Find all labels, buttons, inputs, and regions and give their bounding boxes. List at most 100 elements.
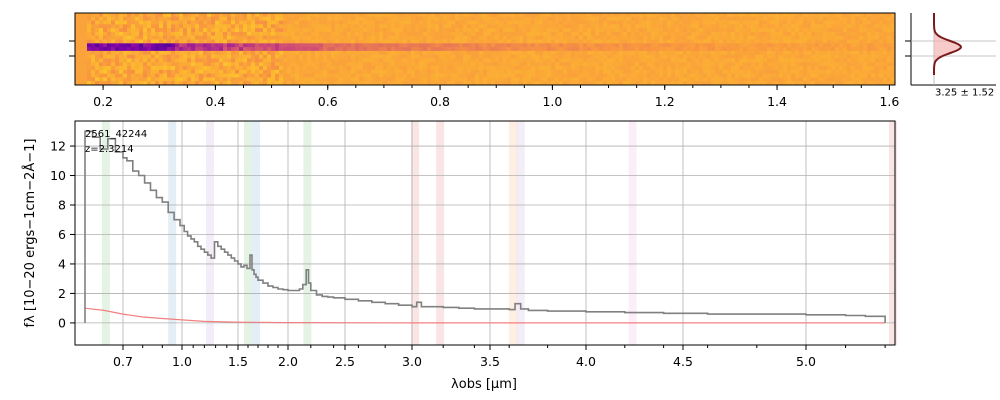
heatmap-cell	[499, 24, 504, 29]
heatmap-cell	[579, 39, 584, 44]
heatmap-cell	[711, 47, 716, 52]
heatmap-cell	[535, 43, 540, 48]
heatmap-cell	[475, 24, 480, 29]
heatmap-cell	[651, 39, 656, 44]
heatmap-cell	[331, 24, 336, 29]
heatmap-cell	[451, 16, 456, 21]
heatmap-cell	[495, 50, 500, 56]
heatmap-cell	[507, 54, 512, 59]
heatmap-cell	[415, 24, 420, 29]
heatmap-cell	[803, 16, 808, 21]
heatmap-cell	[771, 69, 776, 75]
heatmap-cell	[655, 13, 660, 18]
heatmap-cell	[739, 39, 744, 44]
heatmap-cell	[263, 69, 268, 75]
heatmap-cell	[355, 73, 360, 78]
heatmap-cell	[423, 28, 428, 33]
y-tick-label: 4	[58, 256, 66, 271]
heatmap-cell	[423, 58, 428, 63]
heatmap-cell	[827, 62, 832, 67]
heatmap-cell	[471, 16, 476, 21]
heatmap-cell	[543, 24, 548, 29]
heatmap-cell	[375, 13, 380, 18]
heatmap-cell	[283, 16, 288, 21]
heatmap-cell	[463, 69, 468, 75]
heatmap-cell	[795, 62, 800, 67]
heatmap-cell	[479, 73, 484, 78]
heatmap-cell	[715, 16, 720, 21]
heatmap-cell	[511, 66, 516, 71]
heatmap-cell	[563, 13, 568, 18]
heatmap-cell	[427, 39, 432, 44]
heatmap-cell	[851, 50, 856, 56]
heatmap-cell	[363, 69, 368, 75]
heatmap-cell	[431, 31, 436, 37]
heatmap-cell	[491, 35, 496, 40]
heatmap-cell	[807, 47, 812, 52]
heatmap-cell	[771, 35, 776, 40]
heatmap-cell	[479, 28, 484, 33]
heatmap-cell	[835, 47, 840, 52]
heatmap-cell	[627, 47, 632, 52]
heatmap-cell	[719, 81, 724, 86]
heatmap-cell	[155, 24, 160, 29]
heatmap-cell	[651, 28, 656, 33]
heatmap-cell	[403, 20, 408, 25]
heatmap-cell	[827, 28, 832, 33]
x-tick-label: 1.5	[228, 354, 248, 369]
heatmap-cell	[839, 81, 844, 86]
heatmap-cell	[227, 31, 232, 37]
heatmap-cell	[431, 28, 436, 33]
heatmap-cell	[267, 28, 272, 33]
heatmap-cell	[555, 47, 560, 52]
heatmap-cell	[727, 43, 732, 48]
heatmap-cell	[807, 31, 812, 37]
heatmap-cell	[815, 39, 820, 44]
heatmap-cell	[435, 35, 440, 40]
heatmap-cell	[523, 39, 528, 44]
heatmap-cell	[375, 39, 380, 44]
heatmap-cell	[631, 28, 636, 33]
heatmap-cell	[631, 77, 636, 82]
heatmap-cell	[379, 16, 384, 21]
heatmap-cell	[383, 28, 388, 33]
heatmap-cell	[343, 58, 348, 63]
heatmap-cell	[659, 31, 664, 37]
heatmap-cell	[847, 58, 852, 63]
heatmap-cell	[75, 31, 80, 37]
heatmap-cell	[775, 50, 780, 56]
heatmap-cell	[879, 77, 884, 82]
heatmap-cell	[887, 28, 892, 33]
heatmap-cell	[651, 35, 656, 40]
heatmap-cell	[843, 35, 848, 40]
heatmap-cell	[191, 43, 196, 48]
heatmap-cell	[143, 20, 148, 25]
heatmap-cell	[295, 77, 300, 82]
heatmap-cell	[311, 24, 316, 29]
heatmap-cell	[639, 81, 644, 86]
heatmap-cell	[615, 24, 620, 29]
heatmap-cell	[563, 20, 568, 25]
heatmap-cell	[835, 62, 840, 67]
heatmap-cell	[167, 73, 172, 78]
heatmap-cell	[755, 77, 760, 82]
heatmap-cell	[855, 54, 860, 59]
heatmap-cell	[111, 39, 116, 44]
heatmap-cell	[195, 58, 200, 63]
heatmap-cell	[331, 43, 336, 48]
heatmap-cell	[703, 77, 708, 82]
heatmap-cell	[551, 69, 556, 75]
heatmap-cell	[603, 35, 608, 40]
heatmap-cell	[475, 28, 480, 33]
heatmap-cell	[691, 62, 696, 67]
heatmap-cell	[343, 69, 348, 75]
heatmap-cell	[463, 13, 468, 18]
heatmap-cell	[655, 54, 660, 59]
heatmap-cell	[623, 58, 628, 63]
heatmap-cell	[875, 66, 880, 71]
heatmap-cell	[287, 31, 292, 37]
heatmap-cell	[267, 31, 272, 37]
heatmap-cell	[595, 54, 600, 59]
heatmap-cell	[451, 39, 456, 44]
heatmap-cell	[399, 50, 404, 56]
